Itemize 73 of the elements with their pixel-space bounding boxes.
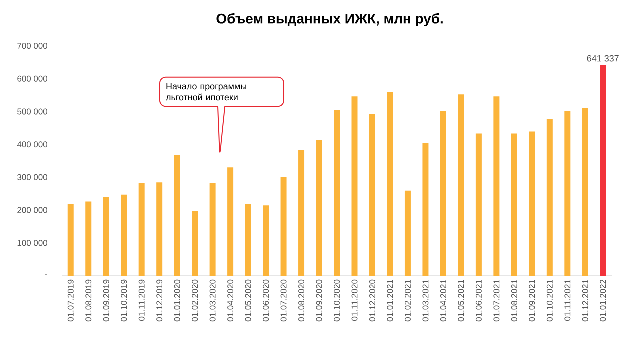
x-tick-label: 01.01.2020 — [174, 280, 180, 322]
x-tick-label: 01.02.2021 — [404, 280, 411, 322]
bar — [156, 182, 163, 276]
data-label: 641 337 — [587, 55, 619, 62]
annotation: Начало программы льготной ипотеки — [166, 83, 246, 101]
x-tick-label: 01.05.2020 — [245, 280, 252, 322]
bar — [476, 134, 482, 276]
x-tick-label: 01.10.2020 — [334, 280, 340, 322]
bar — [352, 96, 358, 276]
y-tick-label: 600 000 — [18, 76, 48, 82]
x-tick-label: 01.01.2021 — [387, 280, 394, 322]
bar — [263, 206, 270, 276]
y-tick-label: 300 000 — [18, 174, 48, 180]
bar — [68, 204, 74, 276]
y-tick-label: 200 000 — [18, 207, 48, 214]
y-tick-label: 500 000 — [18, 108, 48, 115]
bar — [369, 114, 376, 276]
bar — [192, 210, 198, 276]
x-tick-label: 01.05.2021 — [458, 280, 464, 322]
bar — [600, 65, 606, 276]
bar — [121, 194, 128, 276]
bar — [529, 132, 536, 276]
bar — [86, 202, 92, 276]
bar — [103, 197, 110, 276]
x-tick-label: 01.11.2019 — [138, 280, 145, 321]
x-tick-label: 01.07.2020 — [280, 280, 287, 322]
bar — [458, 94, 464, 276]
bar — [298, 150, 305, 276]
x-tick-label: 01.09.2019 — [103, 280, 110, 322]
x-tick-label: 01.04.2020 — [228, 280, 234, 322]
x-tick-label: 01.02.2020 — [192, 280, 198, 322]
x-tick-label: 01.03.2020 — [210, 280, 216, 322]
bar — [210, 183, 216, 276]
x-tick-label: 01.12.2019 — [156, 280, 163, 322]
x-tick-label: 01.10.2021 — [546, 280, 553, 322]
bar — [404, 190, 411, 276]
x-tick-label: 01.04.2021 — [440, 280, 446, 322]
bar — [422, 143, 429, 276]
bar — [138, 183, 145, 276]
y-tick-label: 700 000 — [18, 43, 48, 49]
x-tick-label: 01.06.2021 — [476, 280, 482, 322]
bar — [546, 118, 553, 276]
x-tick-label: 01.12.2020 — [370, 280, 376, 322]
bar — [245, 204, 252, 276]
bar — [280, 177, 287, 276]
x-tick-label: 01.11.2021 — [564, 280, 571, 321]
x-tick-label: 01.08.2019 — [86, 280, 92, 322]
bar — [564, 111, 571, 276]
bar — [494, 96, 500, 276]
y-tick-label: - — [45, 274, 48, 276]
bar — [174, 155, 180, 276]
x-tick-label: 01.09.2020 — [316, 280, 322, 322]
x-tick-label: 01.11.2020 — [352, 280, 358, 321]
x-tick-label: 01.08.2020 — [298, 280, 305, 322]
x-tick-label: 01.10.2019 — [121, 280, 128, 322]
x-tick-label: 01.07.2021 — [494, 280, 500, 322]
x-tick-label: 01.12.2021 — [582, 280, 588, 322]
bar — [387, 92, 394, 276]
x-tick-label: 01.06.2020 — [263, 280, 270, 322]
x-tick-label: 01.01.2022 — [600, 280, 606, 322]
bar — [440, 111, 446, 276]
y-tick-label: 400 000 — [17, 142, 48, 148]
bar — [582, 108, 588, 276]
x-tick-label: 01.08.2021 — [511, 280, 518, 322]
bar — [511, 134, 518, 276]
x-tick-label: 01.03.2021 — [422, 280, 429, 322]
chart-title: Объем выданных ИЖК, млн руб. — [216, 13, 443, 27]
bar — [334, 110, 340, 276]
x-tick-label: 01.07.2019 — [68, 280, 74, 322]
bar — [316, 140, 322, 276]
y-tick-label: 100 000 — [18, 240, 48, 246]
x-tick-label: 01.09.2021 — [529, 280, 536, 322]
bar — [228, 168, 234, 276]
